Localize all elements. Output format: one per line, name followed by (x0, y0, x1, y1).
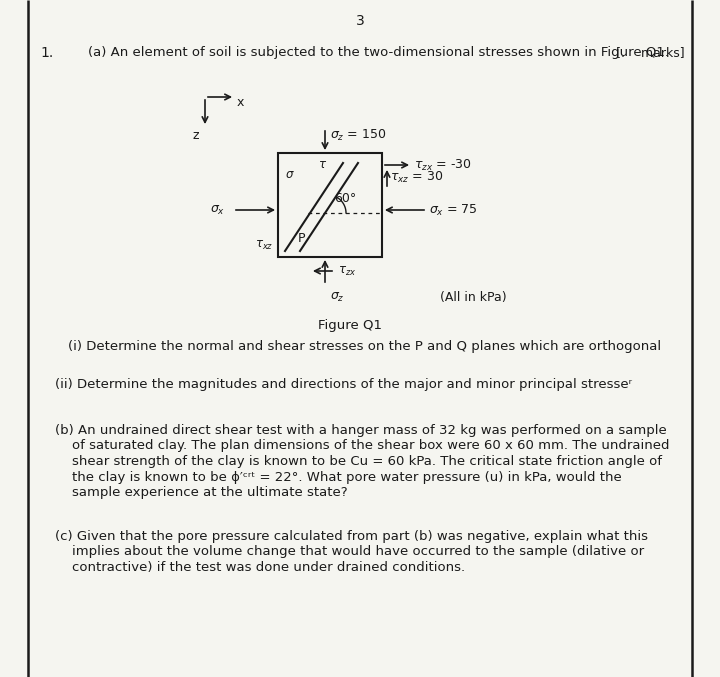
Text: 3: 3 (356, 14, 364, 28)
Text: (All in kPa): (All in kPa) (440, 290, 507, 303)
Text: $\tau_{xz}$ = 30: $\tau_{xz}$ = 30 (390, 169, 443, 185)
Text: (ii) Determine the magnitudes and directions of the major and minor principal st: (ii) Determine the magnitudes and direct… (55, 378, 632, 391)
Text: $\sigma_z$ = 150: $\sigma_z$ = 150 (330, 127, 387, 143)
Text: 60°: 60° (334, 192, 356, 206)
Text: shear strength of the clay is known to be Cu = 60 kPa. The critical state fricti: shear strength of the clay is known to b… (55, 455, 662, 468)
Text: z: z (193, 129, 199, 142)
Text: $\sigma_x$ = 75: $\sigma_x$ = 75 (429, 202, 477, 217)
Bar (278, 153, 382, 257)
Text: 1.: 1. (40, 46, 53, 60)
Text: Figure Q1: Figure Q1 (318, 319, 382, 332)
Text: $\sigma_z$: $\sigma_z$ (330, 290, 345, 303)
Text: $\tau_{xz}$: $\tau_{xz}$ (255, 238, 273, 252)
Text: implies about the volume change that would have occurred to the sample (dilative: implies about the volume change that wou… (55, 546, 644, 559)
Text: sample experience at the ultimate state?: sample experience at the ultimate state? (55, 486, 348, 499)
Text: x: x (237, 96, 244, 109)
Text: (b) An undrained direct shear test with a hanger mass of 32 kg was performed on : (b) An undrained direct shear test with … (55, 424, 667, 437)
Text: $\sigma$: $\sigma$ (285, 169, 294, 181)
Text: $\tau$: $\tau$ (318, 158, 327, 171)
Text: contractive) if the test was done under drained conditions.: contractive) if the test was done under … (55, 561, 465, 574)
Text: of saturated clay. The plan dimensions of the shear box were 60 x 60 mm. The und: of saturated clay. The plan dimensions o… (55, 439, 670, 452)
Text: P: P (298, 232, 305, 246)
Text: (c) Given that the pore pressure calculated from part (b) was negative, explain : (c) Given that the pore pressure calcula… (55, 530, 648, 543)
Text: (a) An element of soil is subjected to the two-dimensional stresses shown in Fig: (a) An element of soil is subjected to t… (88, 46, 669, 59)
Text: (i) Determine the normal and shear stresses on the P and Q planes which are orth: (i) Determine the normal and shear stres… (68, 340, 661, 353)
Text: $\sigma_x$: $\sigma_x$ (210, 204, 225, 217)
Text: [.    marks]: [. marks] (616, 46, 685, 59)
Text: the clay is known to be ϕ′ᶜʳᵗ = 22°. What pore water pressure (u) in kPa, would : the clay is known to be ϕ′ᶜʳᵗ = 22°. Wha… (55, 471, 622, 483)
Text: $\tau_{zx}$ = -30: $\tau_{zx}$ = -30 (414, 158, 472, 173)
Text: $\tau_{zx}$: $\tau_{zx}$ (338, 265, 356, 278)
